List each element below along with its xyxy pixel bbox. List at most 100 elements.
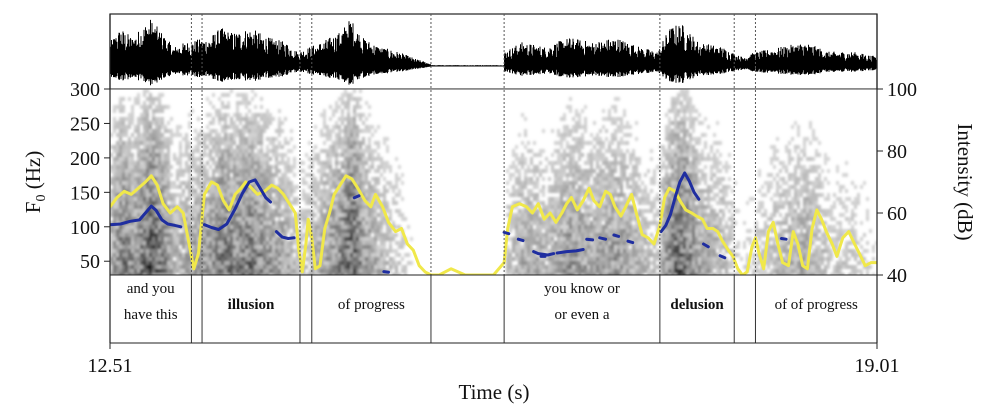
spectrogram-cell [389, 213, 392, 217]
spectrogram-cell [164, 209, 167, 213]
spectrogram-cell [233, 137, 236, 141]
spectrogram-cell [332, 213, 335, 217]
spectrogram-cell [155, 249, 158, 253]
spectrogram-cell [359, 181, 362, 185]
spectrogram-cell [527, 237, 530, 241]
spectrogram-cell [368, 201, 371, 205]
spectrogram-cell [137, 177, 140, 181]
spectrogram-cell [224, 169, 227, 173]
spectrogram-cell [377, 189, 380, 193]
spectrogram-cell [137, 173, 140, 177]
spectrogram-cell [218, 109, 221, 113]
spectrogram-cell [284, 257, 287, 261]
spectrogram-cell [599, 229, 602, 233]
spectrogram-cell [668, 265, 671, 269]
spectrogram-cell [290, 129, 293, 133]
spectrogram-cell [581, 261, 584, 265]
spectrogram-cell [665, 213, 668, 217]
spectrogram-cell [131, 273, 134, 275]
spectrogram-cell [314, 253, 317, 257]
spectrogram-cell [209, 237, 212, 241]
spectrogram-cell [200, 249, 203, 253]
spectrogram-cell [602, 117, 605, 121]
spectrogram-cell [227, 253, 230, 257]
spectrogram-cell [230, 261, 233, 265]
spectrogram-cell [260, 249, 263, 253]
spectrogram-cell [377, 249, 380, 253]
spectrogram-cell [329, 253, 332, 257]
spectrogram-cell [251, 257, 254, 261]
spectrogram-cell [335, 205, 338, 209]
spectrogram-cell [674, 145, 677, 149]
spectrogram-cell [623, 229, 626, 233]
spectrogram-cell [338, 197, 341, 201]
spectrogram-cell [329, 105, 332, 109]
spectrogram-cell [659, 261, 662, 265]
spectrogram-cell [572, 153, 575, 157]
spectrogram-cell [632, 233, 635, 237]
spectrogram-cell [191, 193, 194, 197]
spectrogram-cell [509, 225, 512, 229]
spectrogram-cell [653, 273, 656, 275]
spectrogram-cell [371, 161, 374, 165]
spectrogram-cell [539, 173, 542, 177]
spectrogram-cell [674, 133, 677, 137]
spectrogram-cell [209, 221, 212, 225]
spectrogram-cell [131, 161, 134, 165]
spectrogram-cell [533, 185, 536, 189]
spectrogram-cell [275, 149, 278, 153]
spectrogram-cell [581, 145, 584, 149]
spectrogram-cell [263, 157, 266, 161]
spectrogram-cell [173, 217, 176, 221]
spectrogram-cell [224, 153, 227, 157]
spectrogram-cell [239, 249, 242, 253]
spectrogram-cell [662, 261, 665, 265]
spectrogram-cell [515, 169, 518, 173]
spectrogram-cell [158, 249, 161, 253]
spectrogram-cell [398, 225, 401, 229]
spectrogram-cell [158, 117, 161, 121]
spectrogram-cell [149, 125, 152, 129]
spectrogram-cell [308, 209, 311, 213]
spectrogram-cell [539, 245, 542, 249]
spectrogram-cell [146, 129, 149, 133]
spectrogram-cell [641, 193, 644, 197]
spectrogram-cell [530, 221, 533, 225]
spectrogram-cell [155, 189, 158, 193]
spectrogram-cell [359, 237, 362, 241]
spectrogram-cell [506, 265, 509, 269]
spectrogram-cell [260, 125, 263, 129]
spectrogram-cell [173, 185, 176, 189]
spectrogram-cell [230, 169, 233, 173]
spectrogram-cell [398, 245, 401, 249]
spectrogram-cell [593, 269, 596, 273]
spectrogram-cell [566, 237, 569, 241]
spectrogram-cell [356, 165, 359, 169]
spectrogram-cell [347, 221, 350, 225]
spectrogram-cell [140, 257, 143, 261]
spectrogram-cell [269, 165, 272, 169]
spectrogram-cell [359, 105, 362, 109]
spectrogram-cell [206, 221, 209, 225]
spectrogram-cell [371, 269, 374, 273]
spectrogram-cell [521, 221, 524, 225]
spectrogram-cell [146, 261, 149, 265]
spectrogram-cell [275, 261, 278, 265]
spectrogram-cell [665, 125, 668, 129]
spectrogram-cell [119, 97, 122, 101]
spectrogram-cell [218, 209, 221, 213]
spectrogram-cell [362, 269, 365, 273]
spectrogram-cell [170, 185, 173, 189]
spectrogram-cell [314, 201, 317, 205]
spectrogram-cell [560, 193, 563, 197]
spectrogram-cell [149, 121, 152, 125]
spectrogram-cell [272, 261, 275, 265]
spectrogram-cell [233, 189, 236, 193]
spectrogram-cell [215, 161, 218, 165]
spectrogram-cell [281, 233, 284, 237]
spectrogram-cell [347, 125, 350, 129]
spectrogram-cell [275, 273, 278, 275]
spectrogram-cell [323, 265, 326, 269]
spectrogram-cell [668, 193, 671, 197]
spectrogram-cell [155, 125, 158, 129]
